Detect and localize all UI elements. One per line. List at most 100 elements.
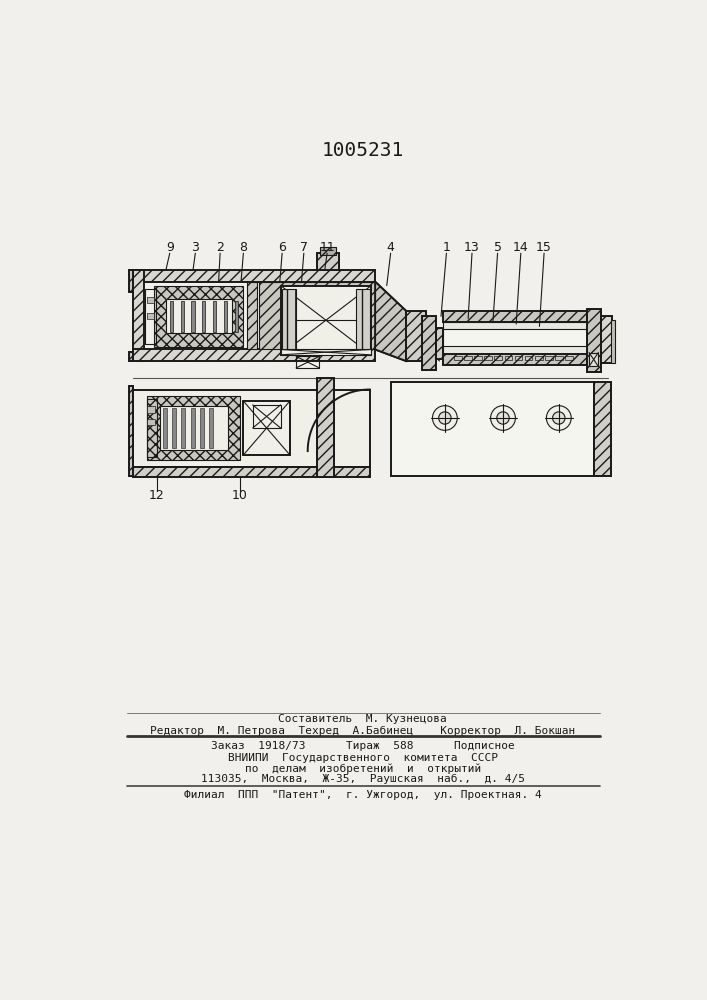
Bar — [317, 253, 339, 270]
Bar — [443, 311, 587, 322]
Text: Заказ  1918/73      Тираж  588      Подписное: Заказ 1918/73 Тираж 588 Подписное — [211, 741, 515, 751]
Bar — [589, 353, 598, 366]
Bar — [180, 301, 184, 332]
Bar — [391, 382, 594, 476]
Bar — [213, 301, 216, 332]
Bar — [259, 282, 375, 349]
Bar — [146, 312, 154, 319]
Bar — [163, 408, 167, 448]
Bar — [436, 328, 443, 359]
Bar — [320, 247, 336, 255]
Bar — [129, 386, 134, 476]
Bar — [601, 316, 612, 363]
Text: 7: 7 — [300, 241, 308, 254]
Text: 1005231: 1005231 — [322, 141, 404, 160]
Text: Филиал  ППП  "Патент",  г. Ужгород,  ул. Проектная. 4: Филиал ППП "Патент", г. Ужгород, ул. Про… — [184, 790, 542, 800]
Text: ВНИИПИ  Государственного  комитета  СССР: ВНИИПИ Государственного комитета СССР — [228, 753, 498, 763]
Bar — [134, 270, 144, 361]
Text: 13: 13 — [464, 241, 480, 254]
Bar — [192, 301, 194, 332]
Bar — [134, 389, 370, 466]
Text: Составитель  М. Кузнецова: Составитель М. Кузнецова — [279, 714, 447, 724]
Bar — [224, 301, 227, 332]
Bar — [464, 356, 472, 360]
Bar — [356, 289, 370, 351]
Bar — [594, 382, 611, 476]
Text: 6: 6 — [278, 241, 286, 254]
Text: 12: 12 — [148, 489, 165, 502]
Bar — [317, 253, 339, 270]
Bar — [587, 309, 601, 372]
Bar — [421, 316, 436, 370]
Bar — [202, 301, 206, 332]
Bar — [182, 408, 185, 448]
Bar — [443, 329, 587, 346]
Bar — [474, 356, 482, 360]
Bar — [147, 406, 155, 413]
Text: 1: 1 — [443, 241, 450, 254]
Text: 8: 8 — [240, 241, 247, 254]
Text: 14: 14 — [513, 241, 529, 254]
Bar — [281, 349, 371, 355]
Circle shape — [433, 406, 457, 430]
Bar — [129, 270, 134, 292]
Text: 2: 2 — [216, 241, 224, 254]
Bar — [601, 316, 612, 363]
Polygon shape — [375, 282, 406, 361]
Text: 11: 11 — [319, 241, 335, 254]
Bar — [443, 354, 587, 365]
Bar — [172, 408, 176, 448]
Bar — [129, 352, 134, 361]
Bar — [134, 270, 375, 282]
Bar — [129, 386, 134, 476]
Bar — [484, 356, 492, 360]
Text: 113035,  Москва,  Ж-35,  Раушская  наб.,  д. 4/5: 113035, Москва, Ж-35, Раушская наб., д. … — [201, 774, 525, 784]
Bar — [317, 378, 334, 477]
Bar — [406, 311, 426, 361]
Bar — [406, 311, 426, 361]
Bar — [170, 301, 173, 332]
Bar — [421, 316, 436, 370]
Bar — [191, 408, 194, 448]
Bar — [545, 356, 553, 360]
Bar — [555, 356, 563, 360]
Bar — [436, 328, 443, 359]
Circle shape — [497, 412, 509, 424]
Text: 3: 3 — [192, 241, 199, 254]
Bar — [129, 352, 134, 361]
Bar — [147, 396, 240, 460]
Circle shape — [547, 406, 571, 430]
Text: по  делам  изобретений  и  открытий: по делам изобретений и открытий — [245, 763, 481, 774]
Bar — [282, 289, 296, 351]
Bar — [147, 399, 156, 457]
Bar — [426, 346, 440, 359]
Bar — [320, 247, 336, 255]
Bar — [146, 297, 154, 303]
Circle shape — [491, 406, 515, 430]
Bar — [145, 289, 156, 344]
Bar — [525, 356, 532, 360]
Bar — [200, 408, 204, 448]
Bar — [505, 356, 513, 360]
Circle shape — [553, 412, 565, 424]
Bar — [534, 356, 542, 360]
Bar — [247, 282, 257, 349]
Bar — [243, 401, 290, 455]
Bar — [134, 466, 370, 477]
Circle shape — [438, 412, 451, 424]
Bar — [594, 382, 611, 476]
Bar — [281, 286, 371, 355]
Text: 5: 5 — [493, 241, 501, 254]
Bar — [134, 349, 375, 361]
Bar — [160, 406, 228, 450]
Text: 4: 4 — [387, 241, 395, 254]
Bar — [317, 378, 334, 477]
Text: 9: 9 — [166, 241, 174, 254]
Text: 10: 10 — [232, 489, 247, 502]
Bar — [443, 322, 587, 354]
Bar — [611, 320, 615, 363]
Bar — [147, 419, 155, 425]
Bar — [209, 408, 213, 448]
Bar — [247, 282, 257, 349]
Text: 15: 15 — [536, 241, 552, 254]
